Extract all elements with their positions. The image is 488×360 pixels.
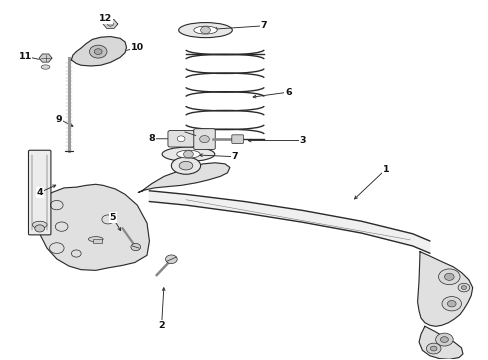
- Circle shape: [35, 225, 44, 232]
- Text: 1: 1: [382, 165, 388, 174]
- Text: 4: 4: [36, 188, 43, 197]
- Circle shape: [435, 333, 452, 346]
- Polygon shape: [71, 37, 126, 66]
- Circle shape: [131, 243, 141, 251]
- Text: 7: 7: [231, 152, 238, 161]
- Circle shape: [107, 22, 113, 26]
- Circle shape: [441, 297, 461, 311]
- Circle shape: [177, 136, 184, 141]
- FancyBboxPatch shape: [28, 150, 51, 235]
- FancyBboxPatch shape: [231, 135, 243, 143]
- Bar: [93, 239, 102, 243]
- Circle shape: [438, 269, 459, 285]
- Circle shape: [199, 135, 209, 143]
- Text: 8: 8: [148, 134, 155, 143]
- Ellipse shape: [41, 65, 50, 69]
- Text: 11: 11: [19, 52, 32, 61]
- Circle shape: [457, 283, 469, 292]
- Polygon shape: [418, 326, 462, 359]
- Ellipse shape: [193, 26, 217, 34]
- FancyBboxPatch shape: [193, 129, 215, 149]
- Text: 5: 5: [109, 213, 116, 222]
- Text: 12: 12: [99, 14, 112, 23]
- Ellipse shape: [171, 157, 200, 174]
- Circle shape: [94, 49, 102, 54]
- Ellipse shape: [162, 147, 214, 161]
- Text: 9: 9: [56, 114, 62, 123]
- Ellipse shape: [88, 237, 103, 242]
- Ellipse shape: [178, 23, 232, 38]
- Circle shape: [183, 150, 193, 158]
- Polygon shape: [103, 20, 118, 28]
- Polygon shape: [138, 163, 229, 193]
- Polygon shape: [149, 191, 429, 253]
- Polygon shape: [417, 252, 472, 326]
- Circle shape: [200, 27, 210, 34]
- Polygon shape: [37, 184, 149, 270]
- Circle shape: [444, 273, 453, 280]
- Text: 6: 6: [285, 87, 291, 96]
- Circle shape: [426, 343, 440, 354]
- Circle shape: [460, 285, 466, 289]
- FancyBboxPatch shape: [167, 131, 194, 147]
- Ellipse shape: [32, 221, 47, 228]
- Circle shape: [440, 337, 447, 342]
- Text: 7: 7: [260, 21, 267, 30]
- Ellipse shape: [176, 150, 200, 158]
- Circle shape: [89, 45, 107, 58]
- Text: 2: 2: [158, 321, 164, 330]
- Circle shape: [165, 255, 177, 264]
- Circle shape: [429, 346, 436, 351]
- Ellipse shape: [179, 161, 192, 170]
- Circle shape: [447, 301, 455, 307]
- Text: 3: 3: [299, 136, 305, 145]
- Text: 10: 10: [130, 43, 143, 52]
- Polygon shape: [39, 54, 52, 62]
